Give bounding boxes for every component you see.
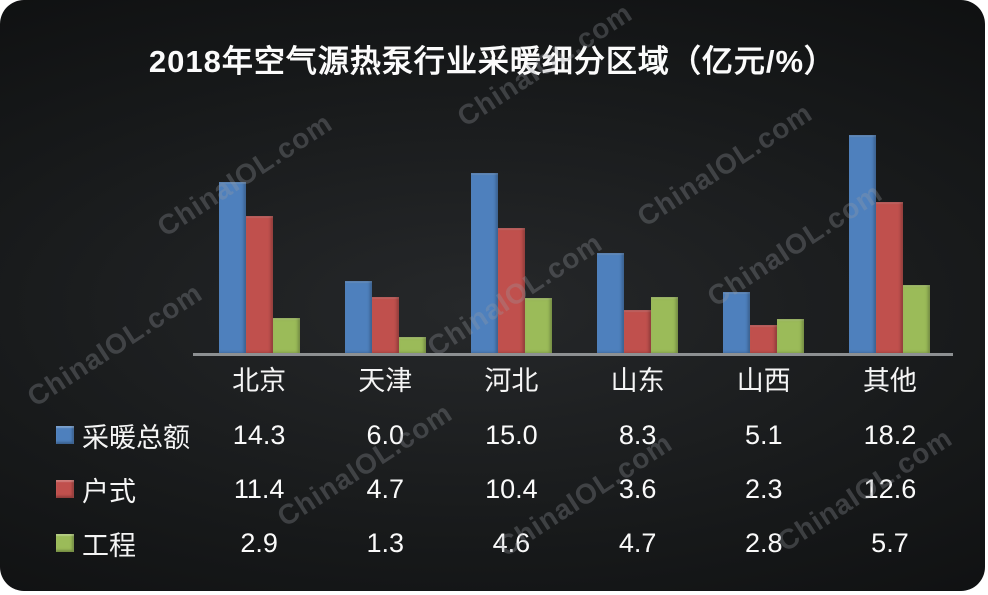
legend-swatch	[56, 534, 74, 552]
legend-label: 工程	[82, 530, 136, 561]
bar	[876, 202, 904, 353]
table-row: 工程 2.9 1.3 4.6 4.7 2.8 5.7	[0, 524, 985, 562]
bar	[651, 297, 679, 353]
bar-group	[196, 130, 322, 353]
bar	[903, 285, 931, 353]
bar-group	[701, 130, 827, 353]
value-cell: 11.4	[233, 473, 285, 504]
legend-item: 采暖总额	[56, 416, 190, 454]
value-row: 2.9 1.3 4.6 4.7 2.8 5.7	[196, 524, 953, 562]
watermark-text: ChinaIOL.com	[21, 276, 208, 413]
value-cell: 14.3	[232, 419, 286, 450]
value-row: 11.4 4.7 10.4 3.6 2.3 12.6	[196, 470, 953, 508]
value-row: 14.3 6.0 15.0 8.3 5.1 18.2	[196, 416, 953, 454]
bar	[470, 173, 498, 353]
value-cell: 4.7	[366, 473, 405, 504]
bar-group	[575, 130, 701, 353]
plot-area	[196, 130, 953, 353]
bar	[344, 281, 372, 353]
value-cell: 15.0	[485, 419, 538, 450]
bar	[849, 135, 877, 353]
category-label: 北京	[232, 366, 287, 396]
category-axis: 北京 天津 河北 山东 山西 其他	[196, 362, 953, 400]
value-cell: 10.4	[485, 473, 538, 504]
value-cell: 2.8	[745, 527, 783, 558]
bar	[245, 216, 273, 353]
bar	[750, 325, 778, 353]
bar	[218, 182, 246, 353]
value-cell: 3.6	[618, 473, 657, 504]
category-label: 山东	[610, 366, 665, 396]
legend-item: 户式	[56, 470, 136, 508]
category-label: 山西	[736, 366, 791, 396]
legend-swatch	[56, 480, 74, 498]
legend-label: 采暖总额	[82, 422, 190, 453]
value-cell: 1.3	[366, 527, 405, 558]
bar	[624, 310, 652, 353]
bar	[777, 319, 805, 353]
legend-swatch	[56, 426, 74, 444]
table-row: 采暖总额 14.3 6.0 15.0 8.3 5.1 18.2	[0, 416, 985, 454]
category-label: 河北	[484, 366, 539, 396]
bar	[723, 292, 751, 353]
bar-group	[827, 130, 953, 353]
x-axis-line	[193, 353, 953, 356]
bar	[398, 337, 426, 353]
value-cell: 2.9	[240, 527, 278, 558]
value-cell: 6.0	[366, 419, 405, 450]
chart-title: 2018年空气源热泵行业采暖细分区域（亿元/%）	[148, 44, 837, 79]
value-cell: 8.3	[618, 419, 657, 450]
bar-group	[448, 130, 574, 353]
table-row: 户式 11.4 4.7 10.4 3.6 2.3 12.6	[0, 470, 985, 508]
category-label: 其他	[862, 366, 917, 396]
legend-label: 户式	[82, 476, 136, 507]
bar	[272, 318, 300, 353]
legend-item: 工程	[56, 524, 136, 562]
value-cell: 2.3	[745, 473, 783, 504]
value-cell: 5.1	[745, 419, 783, 450]
value-cell: 5.7	[871, 527, 909, 558]
value-cell: 12.6	[863, 473, 917, 504]
value-cell: 4.6	[492, 527, 531, 558]
bar-group	[322, 130, 448, 353]
bar	[497, 228, 525, 353]
bar	[371, 297, 399, 353]
value-cell: 18.2	[863, 419, 917, 450]
bar	[597, 253, 625, 353]
bar	[524, 298, 552, 353]
category-label: 天津	[358, 366, 413, 396]
value-cell: 4.7	[618, 527, 657, 558]
